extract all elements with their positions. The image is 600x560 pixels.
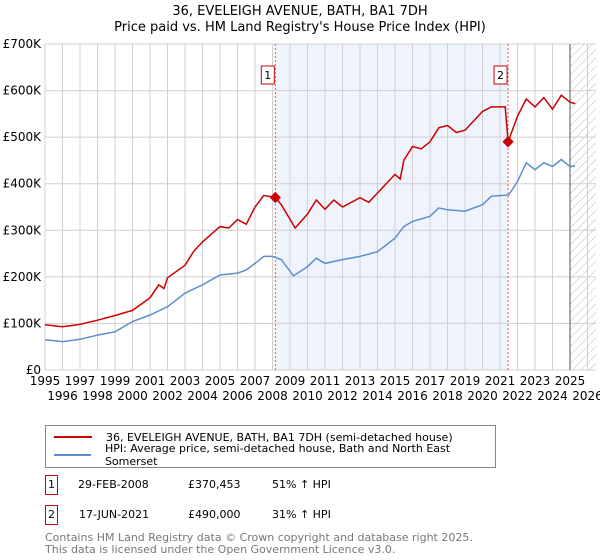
x-tick-label: 2008 [257,389,288,403]
x-tick-label: 1996 [47,389,78,403]
x-tick-label: 2004 [187,389,218,403]
x-tick-label: 2023 [520,374,551,388]
legend-swatch-blue [54,454,91,456]
table-row: 1 29-FEB-2008 £370,453 51% ↑ HPI [45,475,545,495]
x-tick-label: 1999 [100,374,131,388]
x-tick-label: 2020 [467,389,498,403]
sale-point [502,136,514,148]
x-tick-label: 2018 [432,389,463,403]
sale-marker-label: 1 [264,69,271,82]
x-tick-label: 2000 [117,389,148,403]
sale-marker-box [260,65,275,85]
sale-marker-label: 2 [497,69,504,82]
chart-subtitle: Price paid vs. HM Land Registry's House … [114,20,486,35]
footer-copyright: Contains HM Land Registry data © Crown c… [45,531,473,544]
sale-hpi-diff: 51% ↑ HPI [272,478,331,491]
legend-swatch-red [54,436,92,438]
y-tick-label: £200K [3,270,43,284]
sale-hpi-diff: 31% ↑ HPI [272,508,331,521]
sale-point [269,191,281,204]
x-tick-label: 2006 [222,389,253,403]
x-tick-label: 2001 [135,374,166,388]
y-tick-label: £700K [3,37,43,51]
x-tick-label: 2009 [275,374,306,388]
chart-title: 36, EVELEIGH AVENUE, BATH, BA1 7DH [172,4,428,19]
x-tick-label: 2005 [205,374,236,388]
price-chart: 1995199619971998199920002001200220032004… [3,37,600,403]
y-tick-label: £300K [3,223,43,237]
table-row: 2 17-JUN-2021 £490,000 31% ↑ HPI [45,505,545,525]
x-tick-label: 2021 [485,374,516,388]
sale-date: 29-FEB-2008 [78,478,149,491]
x-tick-label: 2002 [152,389,183,403]
sale-marker-box [493,65,508,85]
x-tick-label: 1997 [65,374,96,388]
legend-item-hpi: HPI: Average price, semi-detached house,… [54,442,495,468]
forecast-hatched-region [570,44,596,370]
sale-date: 17-JUN-2021 [79,508,150,521]
y-tick-label: £400K [3,177,43,191]
x-tick-label: 1995 [30,374,61,388]
x-tick-label: 2014 [362,389,393,403]
ownership-shaded-region [275,44,509,370]
sale-price: £490,000 [188,508,241,521]
x-tick-label: 2016 [397,389,428,403]
sale-marker-badge: 2 [45,505,58,525]
x-tick-label: 2022 [502,389,533,403]
x-tick-label: 1998 [82,389,113,403]
sale-price: £370,453 [188,478,241,491]
y-tick-label: £0 [26,363,41,377]
x-tick-label: 2013 [345,374,376,388]
y-tick-label: £600K [3,84,43,98]
y-tick-label: £500K [3,130,43,144]
x-tick-label: 2003 [170,374,201,388]
sale-marker-badge: 1 [45,475,58,495]
hpi-line [44,158,576,343]
legend-label: HPI: Average price, semi-detached house,… [104,442,451,468]
x-tick-label: 2024 [537,389,568,403]
legend-item-property: 36, EVELEIGH AVENUE, BATH, BA1 7DH (semi… [54,429,453,445]
x-tick-label: 2017 [415,374,446,388]
legend-label: 36, EVELEIGH AVENUE, BATH, BA1 7DH (semi… [106,430,453,444]
x-tick-label: 2019 [450,374,481,388]
x-tick-label: 2012 [327,389,358,403]
footer-licence: This data is licensed under the Open Gov… [45,543,396,556]
x-tick-label: 2007 [240,374,271,388]
price-paid-line [44,94,576,328]
x-tick-label: 2010 [292,389,323,403]
y-tick-label: £100K [3,316,43,330]
x-tick-label: 2015 [380,374,411,388]
legend: 36, EVELEIGH AVENUE, BATH, BA1 7DH (semi… [45,425,496,468]
x-tick-label: 2025 [555,374,586,388]
x-tick-label: 2011 [310,374,341,388]
x-tick-label: 2026 [572,389,600,403]
